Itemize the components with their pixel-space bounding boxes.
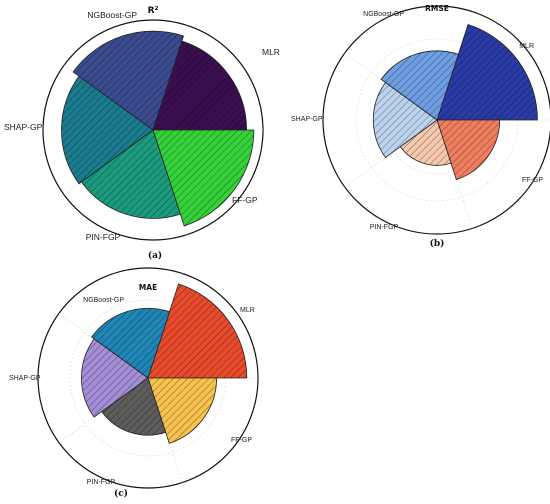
category-label-ff-gp: FF-GP xyxy=(232,195,258,205)
rmse-bar-mlr-hatch xyxy=(437,24,538,121)
category-label-ff-gp: FF-GP xyxy=(522,177,543,184)
mae-bar-ngboost-gp-hatch xyxy=(91,308,170,378)
category-label-pin-fgp: PIN-FGP xyxy=(370,224,399,231)
rmse-bar-shap-gp-hatch xyxy=(373,82,437,158)
r2-bar-pin-fgp-hatch xyxy=(81,130,181,219)
category-label-ngboost-gp: NGBoost-GP xyxy=(87,10,137,20)
panel-rmse: RMSE MLR FF-GP PIN-FGP SHAP-GP NGBoost-GP (b) xyxy=(291,4,550,249)
r2-bar-ngboost-gp-hatch xyxy=(73,31,184,130)
panel-label-c: (c) xyxy=(114,488,128,499)
category-label-ff-gp: FF-GP xyxy=(231,437,252,444)
category-label-shap-gp: SHAP-GP xyxy=(4,122,43,132)
chart-title: MAE xyxy=(139,283,157,292)
category-label-ngboost-gp: NGBoost-GP xyxy=(363,11,404,18)
category-label-shap-gp: SHAP-GP xyxy=(291,116,323,123)
panel-label-b: (b) xyxy=(430,238,445,249)
category-label-mlr: MLR xyxy=(240,307,255,314)
mae-bar-pin-fgp-hatch xyxy=(101,378,166,436)
category-label-pin-fgp: PIN-FGP xyxy=(87,479,116,486)
mae-bar-mlr-hatch xyxy=(148,284,247,378)
panel-r2: R² MLR FF-GP PIN-FGP SHAP-GP NGBoost-GP (a) xyxy=(4,6,280,261)
rmse-bar-ff-gp-hatch xyxy=(437,120,500,180)
r2-bar-ff-gp-hatch xyxy=(153,130,254,226)
panel-mae: MAE MLR FF-GP PIN-FGP SHAP-GP NGBoost-GP (c) xyxy=(9,267,259,499)
mae-bar-shap-gp-hatch xyxy=(81,338,148,418)
category-label-ngboost-gp: NGBoost-GP xyxy=(83,297,124,304)
category-label-pin-fgp: PIN-FGP xyxy=(86,232,121,242)
category-label-shap-gp: SHAP-GP xyxy=(9,375,41,382)
panel-label-a: (a) xyxy=(148,250,162,261)
chart-title: R² xyxy=(148,6,159,16)
category-label-mlr: MLR xyxy=(262,47,280,57)
category-label-mlr: MLR xyxy=(519,43,534,50)
mae-bar-ff-gp-hatch xyxy=(148,378,217,444)
rmse-bar-pin-fgp-hatch xyxy=(400,120,452,166)
r2-bar-mlr-hatch xyxy=(153,40,247,131)
chart-title: RMSE xyxy=(425,4,449,13)
r2-bar-shap-gp-hatch xyxy=(61,76,153,184)
rmse-bar-ngboost-gp-hatch xyxy=(381,50,459,120)
